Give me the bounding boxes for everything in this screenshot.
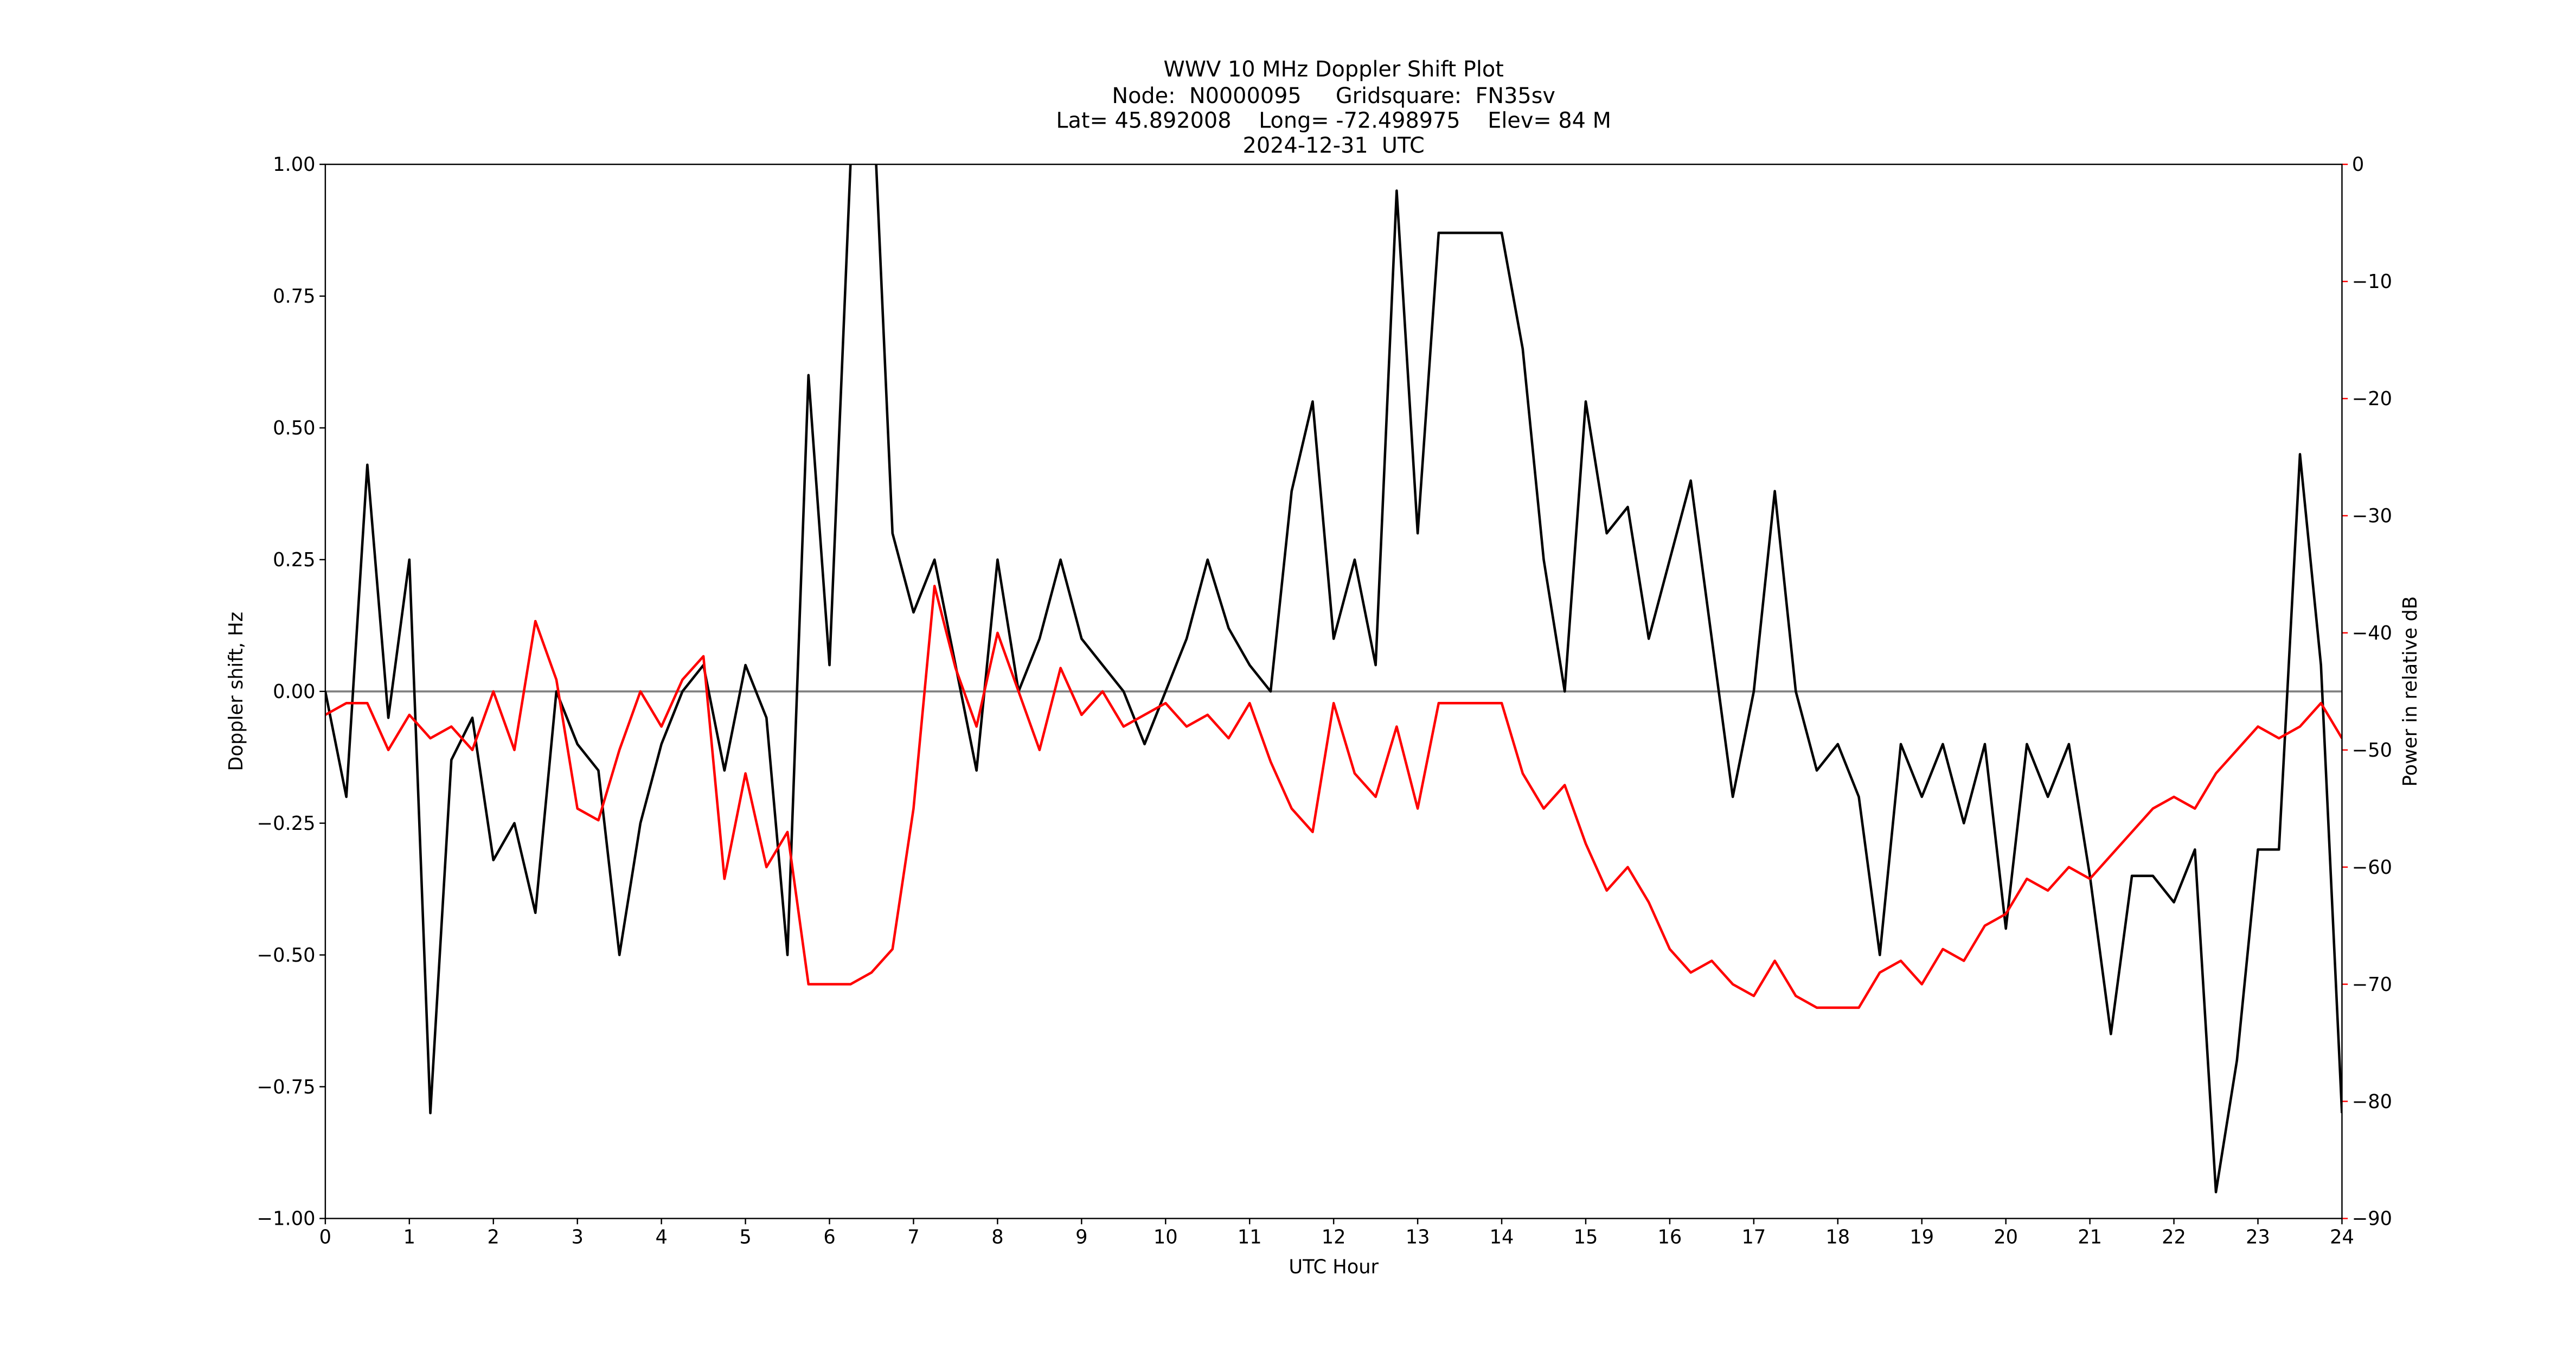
x-tick-label: 18 [1825,1226,1850,1248]
x-tick-label: 12 [1322,1226,1346,1248]
y2-tick-label: −60 [2352,856,2392,879]
x-tick-label: 5 [739,1226,751,1248]
y-tick-label: −1.00 [257,1208,316,1230]
x-axis-label: UTC Hour [1289,1256,1379,1278]
chart-title: WWV 10 MHz Doppler Shift Plot [1163,57,1503,82]
chart-subtitle: Lat= 45.892008 Long= -72.498975 Elev= 84… [1056,108,1611,133]
y2-tick-label: 0 [2352,153,2364,176]
x-tick-label: 21 [2078,1226,2102,1248]
y-tick-label: −0.50 [257,944,316,967]
x-tick-label: 14 [1490,1226,1514,1248]
x-tick-label: 8 [991,1226,1003,1248]
y2-tick-label: −30 [2352,505,2392,527]
x-tick-label: 19 [1909,1226,1934,1248]
y-tick-label: 0.75 [273,285,315,308]
y2-axis-label: Power in relative dB [2399,596,2421,786]
x-tick-label: 17 [1741,1226,1766,1248]
y-axis-label: Doppler shift, Hz [225,612,247,771]
x-tick-label: 16 [1658,1226,1682,1248]
y2-tick-label: −70 [2352,974,2392,996]
x-tick-label: 10 [1154,1226,1178,1248]
chart-subtitle: 2024-12-31 UTC [1243,133,1425,158]
x-tick-label: 24 [2330,1226,2354,1248]
x-tick-label: 22 [2162,1226,2186,1248]
y-tick-label: −0.25 [257,813,316,835]
y-tick-label: 0.25 [273,549,315,571]
y2-tick-label: −80 [2352,1091,2392,1113]
plot-area [325,164,2342,1194]
x-tick-label: 1 [403,1226,415,1248]
y2-tick-label: −10 [2352,271,2392,293]
x-tick-label: 13 [1406,1226,1430,1248]
x-tick-label: 6 [823,1226,835,1248]
series-line [325,164,2342,1194]
y2-tick-label: −50 [2352,739,2392,762]
x-tick-label: 2 [488,1226,499,1248]
x-tick-label: 20 [1994,1226,2018,1248]
x-tick-label: 0 [319,1226,331,1248]
x-tick-label: 7 [907,1226,919,1248]
chart-subtitle: Node: N0000095 Gridsquare: FN35sv [1112,84,1555,108]
plot-frame [324,163,2343,1219]
x-tick-label: 11 [1238,1226,1262,1248]
y2-tick-label: −40 [2352,622,2392,644]
y-tick-label: 1.00 [273,153,315,176]
x-tick-label: 9 [1075,1226,1087,1248]
x-tick-label: 4 [655,1226,667,1248]
y-tick-label: 0.00 [273,681,315,703]
x-tick-label: 15 [1574,1226,1598,1248]
y-tick-label: 0.50 [273,417,315,439]
x-tick-label: 3 [571,1226,583,1248]
y-tick-label: −0.75 [257,1076,316,1098]
x-tick-label: 23 [2246,1226,2270,1248]
y2-tick-label: −20 [2352,388,2392,410]
series-line [325,585,2342,1009]
y2-tick-label: −90 [2352,1208,2392,1230]
